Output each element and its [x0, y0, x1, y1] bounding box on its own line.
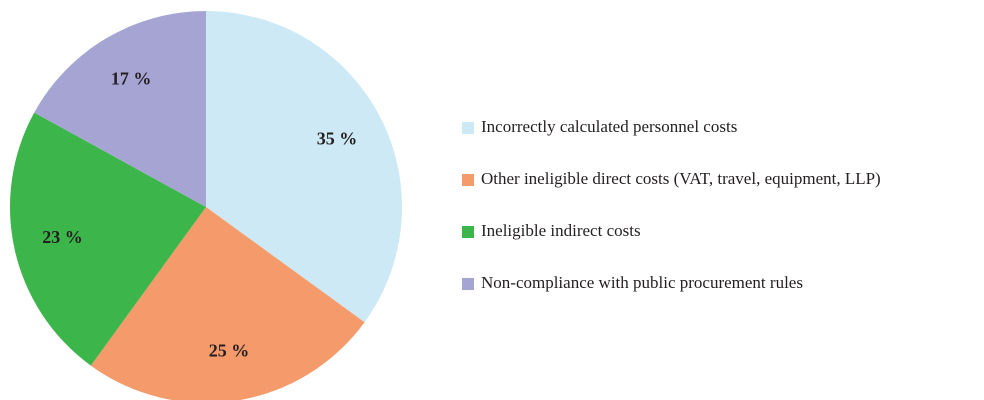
- legend-swatch: [462, 122, 474, 134]
- value-label: 23 %: [42, 227, 83, 247]
- legend-label: Incorrectly calculated personnel costs: [481, 117, 737, 136]
- pie-slice: [34, 11, 206, 207]
- legend-swatch: [462, 226, 474, 238]
- pie-slice: [206, 11, 402, 323]
- value-label: 17 %: [111, 69, 152, 89]
- legend-label: Non-compliance with public procurement r…: [481, 273, 803, 292]
- value-label: 35 %: [317, 128, 358, 148]
- legend-swatch: [462, 278, 474, 290]
- legend-label: Ineligible indirect costs: [481, 221, 641, 240]
- value-label: 25 %: [209, 340, 250, 360]
- pie-slice: [10, 112, 207, 366]
- legend-swatch: [462, 174, 474, 186]
- legend-label: Other ineligible direct costs (VAT, trav…: [481, 169, 881, 188]
- pie-slice: [90, 207, 365, 400]
